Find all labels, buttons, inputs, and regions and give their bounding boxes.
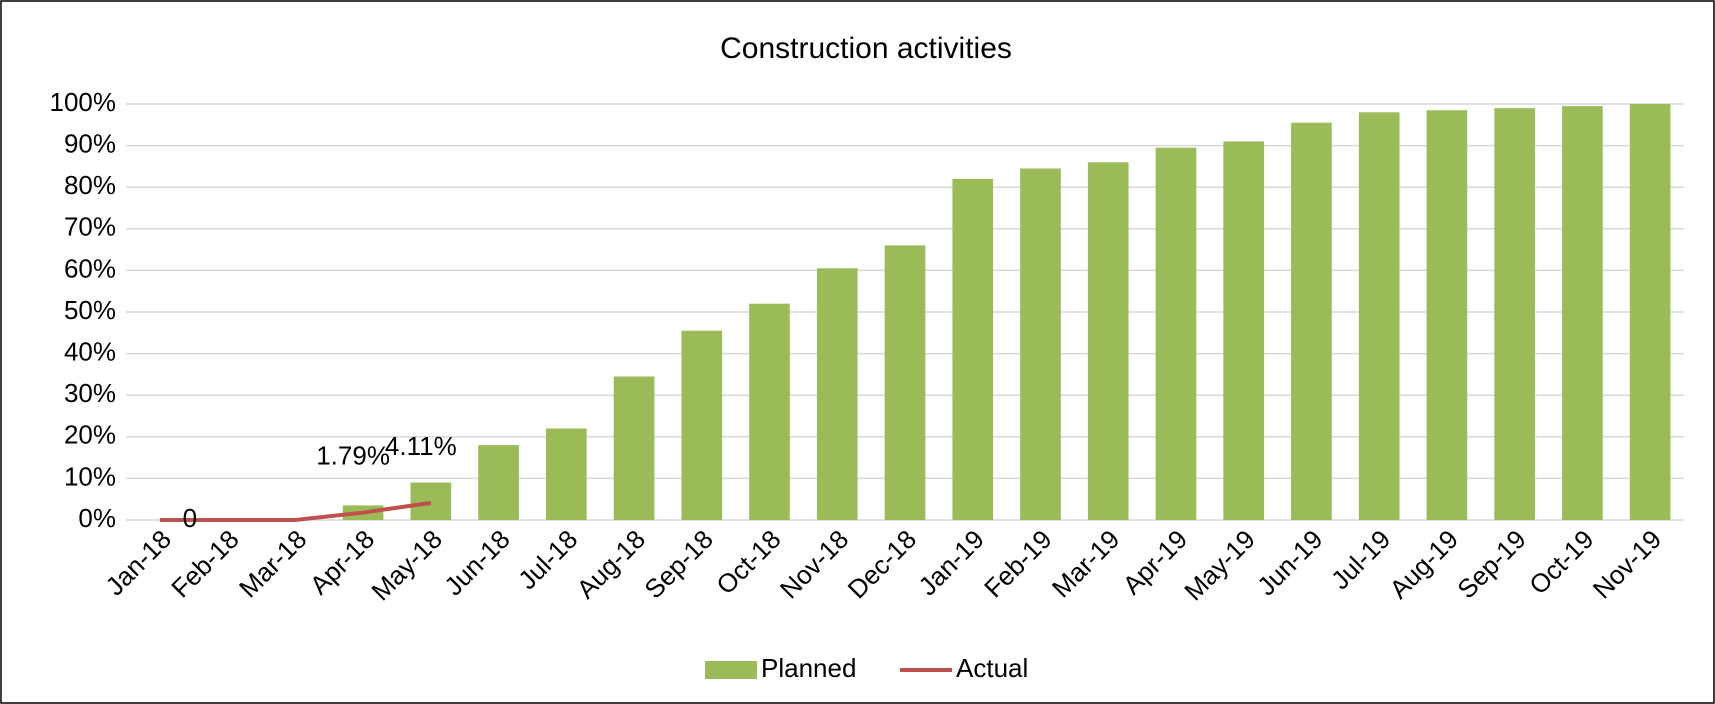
bar [1426, 110, 1468, 521]
legend-swatch [705, 661, 757, 679]
bar [1087, 162, 1129, 521]
data-label: 0 [183, 503, 197, 533]
bar [613, 376, 655, 520]
bar [1629, 104, 1671, 520]
y-tick-label: 30% [64, 378, 116, 408]
bar [1358, 112, 1400, 520]
bar [545, 428, 587, 520]
y-tick-label: 60% [64, 253, 116, 283]
bar [681, 330, 723, 520]
bar [1223, 141, 1265, 520]
bar [410, 482, 452, 520]
y-tick-label: 40% [64, 336, 116, 366]
legend-label: Planned [761, 653, 856, 683]
bar [1020, 168, 1061, 521]
chart-title: Construction activities [720, 32, 1012, 65]
legend-label: Actual [956, 653, 1028, 683]
line [159, 500, 432, 522]
bar [1155, 147, 1197, 520]
data-label: 1.79% [316, 440, 390, 470]
y-tick-label: 20% [64, 420, 116, 450]
y-tick-label: 0% [78, 503, 116, 533]
y-tick-label: 90% [64, 128, 116, 158]
bar [884, 245, 926, 520]
bar [749, 303, 790, 520]
y-tick-label: 50% [64, 295, 116, 325]
bar [1562, 106, 1603, 520]
bar [1291, 122, 1332, 520]
y-tick-label: 10% [64, 461, 116, 491]
bar [816, 268, 858, 520]
data-label: 4.11% [385, 431, 457, 461]
y-tick-label: 100% [50, 87, 117, 117]
bar [952, 178, 994, 520]
bar [1494, 108, 1535, 520]
y-tick-label: 70% [64, 212, 116, 242]
bar [478, 445, 519, 520]
y-tick-label: 80% [64, 170, 116, 200]
